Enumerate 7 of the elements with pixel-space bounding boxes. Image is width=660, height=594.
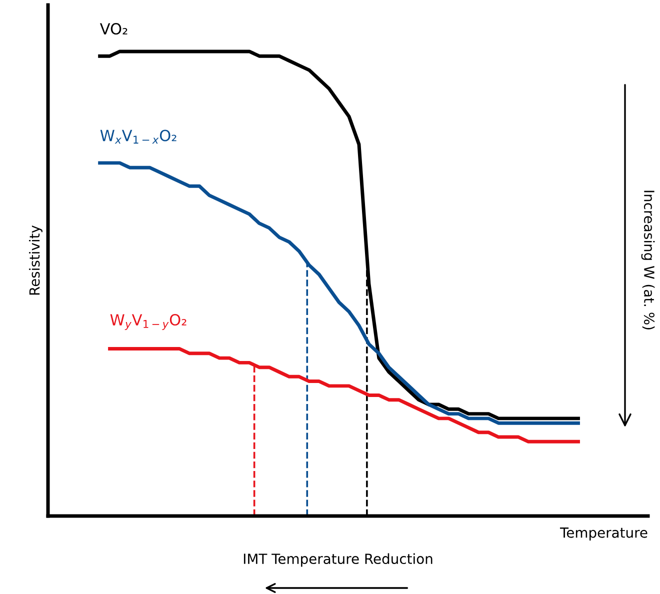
text: Increasing W (at. %) bbox=[641, 190, 655, 330]
series-label: VO₂ bbox=[100, 23, 128, 35]
y-axis-title: Resistivity bbox=[29, 225, 42, 295]
series-label: W$_{y}$V$_{1−y}$O₂ bbox=[110, 314, 186, 330]
series-label: W$_{x}$V$_{1−x}$O₂ bbox=[100, 130, 176, 144]
x-axis-title: Temperature bbox=[560, 528, 648, 541]
text: IMT Temperature Reduction bbox=[244, 553, 432, 567]
